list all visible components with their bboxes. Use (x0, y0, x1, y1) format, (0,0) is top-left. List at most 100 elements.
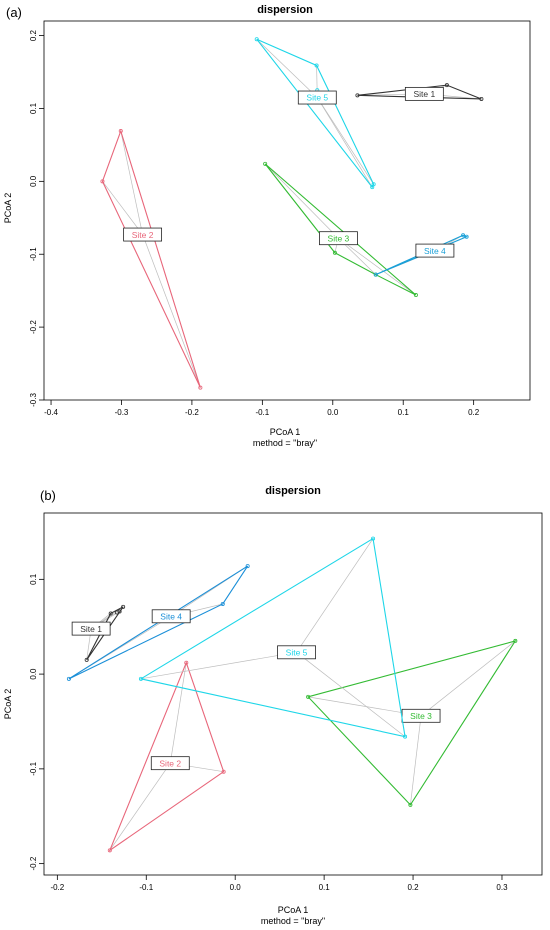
spider-line (169, 662, 187, 764)
data-point (513, 638, 518, 643)
spider-line (142, 234, 201, 388)
site-label-text: Site 1 (80, 624, 102, 634)
x-tick-label: 0.2 (468, 408, 480, 417)
y-tick-label: -0.1 (29, 247, 38, 261)
hull-polygon (101, 129, 201, 388)
site-label-text: Site 4 (424, 246, 446, 256)
data-point (254, 37, 259, 42)
panel-tag: (a) (6, 5, 22, 20)
spider-line (338, 237, 417, 296)
series-site-2: Site 2 (107, 660, 226, 853)
data-point (355, 93, 360, 98)
data-point (220, 601, 225, 606)
data-point (332, 250, 337, 255)
site-label-box (150, 756, 190, 771)
hull-polygon (108, 661, 225, 852)
data-point (479, 96, 484, 101)
x-axis: -0.2 -0.1 0.0 0.1 0.2 0.3 (50, 875, 508, 892)
hull-polygon (307, 640, 517, 806)
data-point (198, 385, 203, 390)
spider-line (256, 38, 318, 98)
plot-frame (43, 20, 531, 401)
x-tick-label: -0.1 (139, 883, 153, 892)
site-label: Site 4 (415, 243, 455, 258)
site-label: Site 2 (123, 227, 163, 242)
data-point (84, 657, 89, 662)
data-point (373, 272, 378, 277)
site-label: Site 5 (277, 645, 316, 660)
x-tick-label: -0.1 (255, 408, 269, 417)
series-site-3: Site 3 (306, 638, 518, 807)
x-tick-label: 0.0 (230, 883, 242, 892)
data-point (108, 611, 113, 616)
y-tick-label: 0.0 (29, 175, 38, 187)
series-site-4: Site 4 (373, 233, 469, 277)
site-label: Site 4 (151, 609, 191, 624)
site-label-box (415, 243, 455, 258)
hull-polygon (256, 38, 375, 189)
series-site-4: Site 4 (66, 564, 250, 681)
spider-line (109, 762, 171, 851)
spider-line (140, 651, 297, 680)
site-label-box (277, 645, 316, 660)
site-label-box (71, 621, 111, 636)
data-point (138, 676, 143, 681)
chart-a-svg: (a) dispersion PCoA 1 method = "bray" PC… (3, 4, 531, 448)
spider-line (420, 640, 516, 717)
data-point (66, 676, 71, 681)
x-tick-label: 0.0 (327, 408, 339, 417)
spider-line (296, 538, 374, 653)
series-site-5: Site 5 (138, 536, 408, 739)
site-label-text: Site 5 (306, 93, 328, 103)
data-point (107, 848, 112, 853)
x-tick-label: 0.1 (398, 408, 410, 417)
site-label-text: Site 3 (328, 233, 350, 243)
chart-title: dispersion (257, 4, 313, 16)
site-label-text: Site 4 (160, 611, 182, 621)
spider-line (296, 652, 406, 737)
data-point (263, 161, 268, 166)
data-point (117, 609, 122, 614)
data-point (403, 734, 408, 739)
hull-polygon (139, 537, 406, 738)
site-label-box (151, 609, 191, 624)
data-point (464, 234, 469, 239)
site-label: Site 3 (401, 708, 441, 723)
spider-line (264, 163, 339, 239)
site-label-text: Site 2 (159, 758, 181, 768)
y-tick-label: -0.2 (29, 320, 38, 334)
y-axis-label: PCoA 2 (3, 689, 13, 720)
chart-subtitle: method = "bray" (253, 438, 317, 448)
y-tick-label: -0.3 (29, 393, 38, 407)
data-point (461, 233, 466, 238)
data-point (306, 694, 311, 699)
spider-line (410, 715, 422, 805)
y-tick-label: 0.2 (29, 29, 38, 41)
data-point (121, 604, 126, 609)
data-point (221, 769, 226, 774)
site-label: Site 1 (404, 86, 444, 101)
y-tick-label: -0.2 (29, 856, 38, 870)
data-point (184, 660, 189, 665)
chart-b-svg: (b) dispersion PCoA 1 method = "bray" PC… (3, 485, 543, 926)
site-label: Site 1 (71, 621, 111, 636)
series-site-5: Site 5 (254, 37, 376, 190)
site-label: Site 5 (297, 90, 337, 105)
x-axis: -0.4 -0.3 -0.2 -0.1 0.0 0.1 0.2 (44, 400, 480, 417)
data-point (371, 536, 376, 541)
x-tick-label: 0.3 (496, 883, 508, 892)
spider-line (316, 97, 374, 185)
data-point (314, 63, 319, 68)
data-point (245, 564, 250, 569)
data-point (408, 802, 413, 807)
x-tick-label: -0.4 (44, 408, 58, 417)
y-axis: -0.3 -0.2 -0.1 0.0 0.1 0.2 (29, 29, 44, 407)
x-axis-label: PCoA 1 (270, 427, 301, 437)
data-point (100, 179, 105, 184)
hull-polygon (264, 163, 417, 296)
panel-b: (b) dispersion PCoA 1 method = "bray" PC… (0, 476, 550, 930)
x-axis-label: PCoA 1 (278, 905, 309, 915)
x-tick-label: -0.2 (50, 883, 64, 892)
panel-a: (a) dispersion PCoA 1 method = "bray" PC… (0, 0, 550, 450)
data-point (444, 83, 449, 88)
